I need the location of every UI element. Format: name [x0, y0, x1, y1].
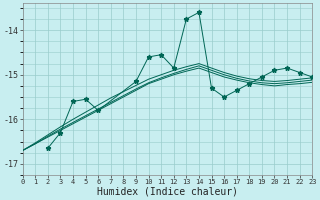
X-axis label: Humidex (Indice chaleur): Humidex (Indice chaleur)	[97, 187, 238, 197]
